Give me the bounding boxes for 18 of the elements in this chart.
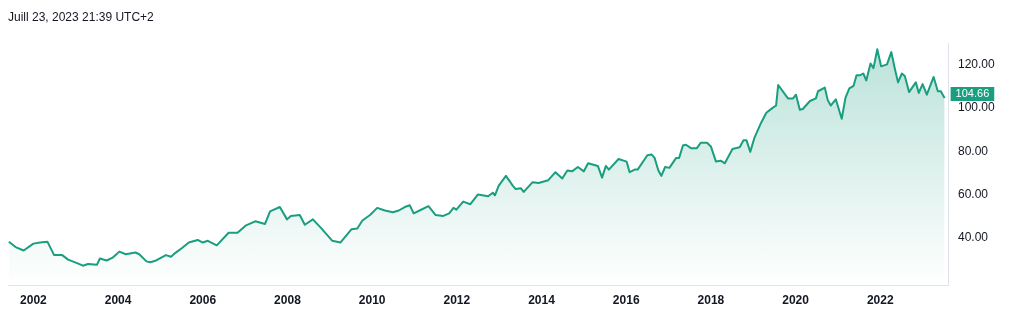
x-tick-label: 2008 [274, 293, 302, 308]
y-tick-label: 80.00 [958, 143, 989, 158]
y-tick-label: 120.00 [958, 57, 996, 72]
y-tick-label: 60.00 [958, 187, 989, 202]
x-tick-label: 2010 [358, 293, 386, 308]
x-tick-label: 2020 [782, 293, 810, 308]
x-tick-label: 2012 [443, 293, 471, 308]
x-tick-label: 2002 [20, 293, 48, 308]
x-tick-label: 2006 [189, 293, 217, 308]
x-tick-label: 2004 [104, 293, 132, 308]
x-tick-label: 2014 [528, 293, 556, 308]
text: Juill 23, 2023 21:39 UTC+2 [8, 9, 155, 26]
y-tick-label: 100.00 [958, 100, 996, 115]
annotation: 104.66 [955, 87, 990, 100]
x-tick-label: 2018 [697, 293, 725, 308]
y-tick-label: 40.00 [958, 230, 989, 245]
x-tick-label: 2016 [612, 293, 640, 308]
x-tick-label: 2022 [866, 293, 894, 308]
